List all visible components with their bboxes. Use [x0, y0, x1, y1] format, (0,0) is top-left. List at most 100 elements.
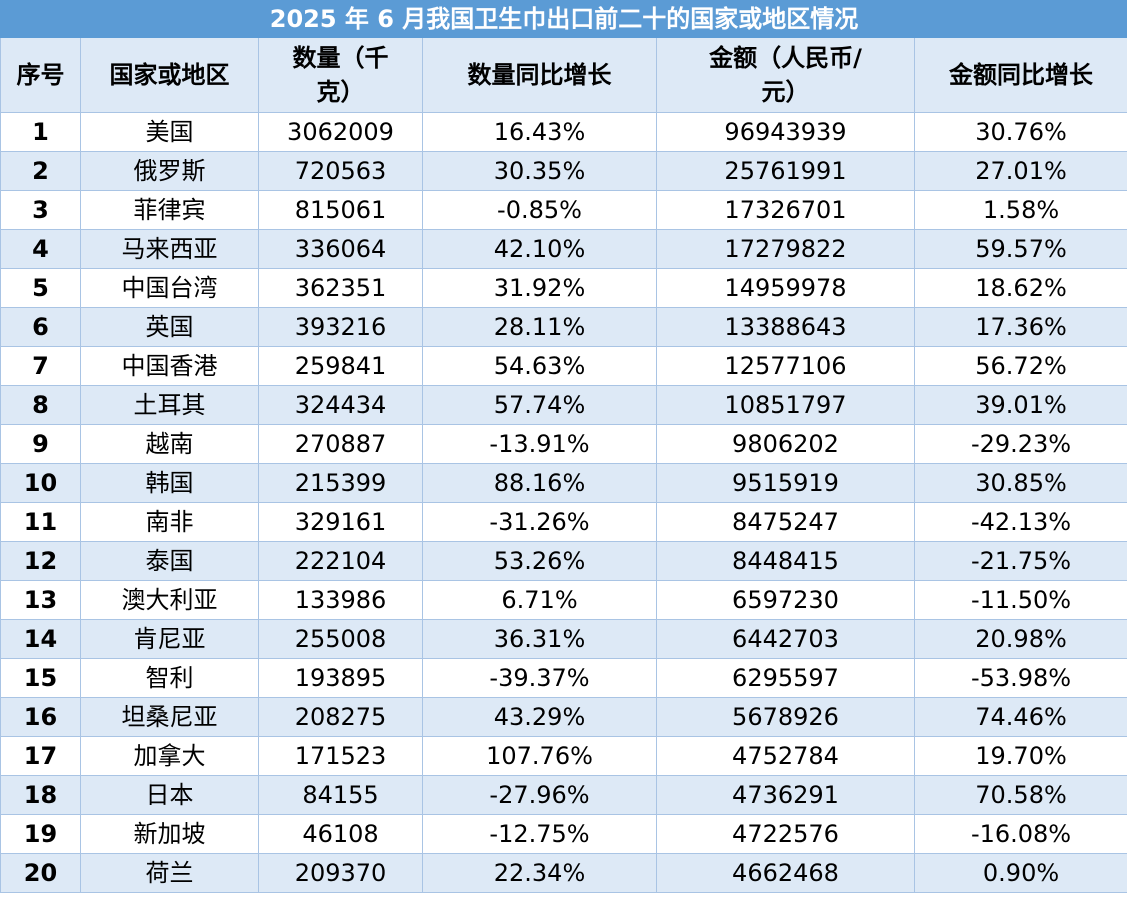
cell-qty: 259841 [258, 346, 423, 386]
cell-amount: 25761991 [656, 151, 915, 191]
cell-amount-yoy: 0.90% [913, 853, 1127, 893]
cell-qty: 215399 [258, 463, 423, 503]
table-row: 7 中国香港 259841 54.63% 12577106 56.72% [0, 346, 1127, 386]
cell-seq: 16 [0, 697, 81, 737]
cell-qty: 336064 [258, 229, 423, 269]
cell-amount-yoy: 27.01% [913, 151, 1127, 191]
table-row: 1 美国 3062009 16.43% 96943939 30.76% [0, 112, 1127, 152]
cell-country: 南非 [80, 502, 259, 542]
cell-amount-yoy: -21.75% [913, 541, 1127, 581]
cell-seq: 6 [0, 307, 81, 347]
cell-seq: 9 [0, 424, 81, 464]
cell-country: 中国台湾 [80, 268, 259, 308]
cell-amount-yoy: -29.23% [913, 424, 1127, 464]
table-row: 5 中国台湾 362351 31.92% 14959978 18.62% [0, 268, 1127, 308]
cell-amount: 12577106 [656, 346, 915, 386]
cell-amount-yoy: 20.98% [913, 619, 1127, 659]
table-row: 9 越南 270887 -13.91% 9806202 -29.23% [0, 424, 1127, 464]
cell-qty: 84155 [258, 775, 423, 815]
cell-qty-yoy: 42.10% [422, 229, 657, 269]
cell-country: 日本 [80, 775, 259, 815]
cell-qty: 362351 [258, 268, 423, 308]
table-row: 3 菲律宾 815061 -0.85% 17326701 1.58% [0, 190, 1127, 230]
cell-seq: 2 [0, 151, 81, 191]
cell-qty-yoy: 6.71% [422, 580, 657, 620]
header-row: 序号 国家或地区 数量（千克） 数量同比增长 金额（人民币/元） 金额同比增长 [0, 37, 1127, 113]
cell-amount: 4736291 [656, 775, 915, 815]
cell-amount-yoy: 30.76% [913, 112, 1127, 152]
cell-qty-yoy: -12.75% [422, 814, 657, 854]
cell-qty: 171523 [258, 736, 423, 776]
table-row: 10 韩国 215399 88.16% 9515919 30.85% [0, 463, 1127, 503]
cell-qty-yoy: 53.26% [422, 541, 657, 581]
cell-amount: 14959978 [656, 268, 915, 308]
cell-qty: 720563 [258, 151, 423, 191]
cell-country: 马来西亚 [80, 229, 259, 269]
cell-qty: 3062009 [258, 112, 423, 152]
cell-qty-yoy: -31.26% [422, 502, 657, 542]
cell-qty-yoy: 16.43% [422, 112, 657, 152]
cell-amount-yoy: -53.98% [913, 658, 1127, 698]
cell-country: 土耳其 [80, 385, 259, 425]
cell-amount: 9806202 [656, 424, 915, 464]
cell-qty: 193895 [258, 658, 423, 698]
cell-country: 越南 [80, 424, 259, 464]
cell-qty-yoy: 31.92% [422, 268, 657, 308]
cell-amount-yoy: -42.13% [913, 502, 1127, 542]
cell-amount: 17326701 [656, 190, 915, 230]
cell-qty-yoy: -13.91% [422, 424, 657, 464]
cell-qty-yoy: 57.74% [422, 385, 657, 425]
cell-country: 澳大利亚 [80, 580, 259, 620]
cell-amount: 4722576 [656, 814, 915, 854]
cell-amount-yoy: 74.46% [913, 697, 1127, 737]
cell-amount-yoy: 70.58% [913, 775, 1127, 815]
cell-seq: 10 [0, 463, 81, 503]
cell-qty-yoy: 107.76% [422, 736, 657, 776]
cell-amount: 8475247 [656, 502, 915, 542]
cell-amount: 6442703 [656, 619, 915, 659]
cell-qty: 209370 [258, 853, 423, 893]
table-row: 18 日本 84155 -27.96% 4736291 70.58% [0, 775, 1127, 815]
cell-country: 俄罗斯 [80, 151, 259, 191]
cell-seq: 13 [0, 580, 81, 620]
cell-qty-yoy: 36.31% [422, 619, 657, 659]
cell-seq: 18 [0, 775, 81, 815]
cell-amount: 4752784 [656, 736, 915, 776]
cell-country: 菲律宾 [80, 190, 259, 230]
cell-seq: 4 [0, 229, 81, 269]
table-row: 20 荷兰 209370 22.34% 4662468 0.90% [0, 853, 1127, 893]
cell-country: 韩国 [80, 463, 259, 503]
cell-country: 荷兰 [80, 853, 259, 893]
cell-country: 泰国 [80, 541, 259, 581]
cell-qty-yoy: 28.11% [422, 307, 657, 347]
cell-qty-yoy: -39.37% [422, 658, 657, 698]
cell-seq: 1 [0, 112, 81, 152]
cell-seq: 5 [0, 268, 81, 308]
cell-country: 加拿大 [80, 736, 259, 776]
cell-qty-yoy: 30.35% [422, 151, 657, 191]
cell-amount: 6295597 [656, 658, 915, 698]
cell-qty-yoy: -0.85% [422, 190, 657, 230]
cell-amount: 10851797 [656, 385, 915, 425]
cell-qty: 255008 [258, 619, 423, 659]
cell-seq: 12 [0, 541, 81, 581]
cell-qty-yoy: -27.96% [422, 775, 657, 815]
cell-amount: 5678926 [656, 697, 915, 737]
cell-amount: 9515919 [656, 463, 915, 503]
header-amount: 金额（人民币/元） [656, 37, 915, 113]
cell-amount-yoy: -16.08% [913, 814, 1127, 854]
cell-seq: 8 [0, 385, 81, 425]
cell-qty: 329161 [258, 502, 423, 542]
cell-amount-yoy: 1.58% [913, 190, 1127, 230]
cell-amount-yoy: 17.36% [913, 307, 1127, 347]
header-amount-yoy: 金额同比增长 [913, 37, 1127, 113]
cell-qty: 270887 [258, 424, 423, 464]
cell-seq: 15 [0, 658, 81, 698]
cell-country: 肯尼亚 [80, 619, 259, 659]
cell-seq: 7 [0, 346, 81, 386]
cell-qty: 133986 [258, 580, 423, 620]
cell-amount: 13388643 [656, 307, 915, 347]
cell-country: 坦桑尼亚 [80, 697, 259, 737]
cell-country: 新加坡 [80, 814, 259, 854]
